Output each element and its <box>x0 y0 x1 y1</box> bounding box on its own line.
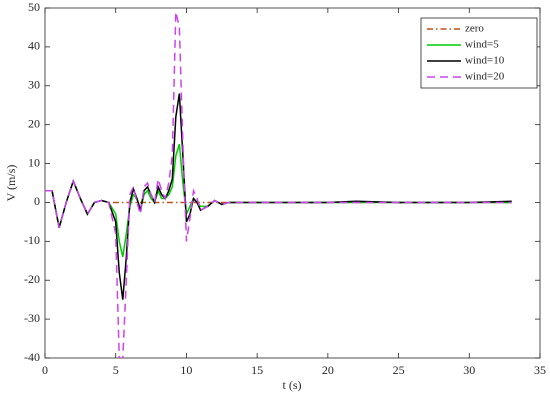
y-tick-label: 30 <box>28 78 40 92</box>
x-tick-label: 0 <box>42 363 48 377</box>
y-tick-label: 20 <box>28 116 40 130</box>
legend-label: wind=5 <box>465 39 499 51</box>
x-tick-label: 10 <box>180 363 192 377</box>
y-tick-label: 50 <box>28 0 40 14</box>
legend-label: wind=10 <box>465 55 505 67</box>
y-tick-label: 40 <box>28 39 40 53</box>
legend: zero wind=5 wind=10 wind=20 <box>420 17 538 89</box>
x-tick-label: 25 <box>393 363 405 377</box>
legend-label: wind=20 <box>465 71 505 83</box>
y-tick-label: -10 <box>24 233 40 247</box>
legend-label: zero <box>465 23 484 35</box>
y-tick-label: 10 <box>28 155 40 169</box>
y-tick-label: -40 <box>24 350 40 364</box>
x-tick-label: 35 <box>534 363 546 377</box>
lines <box>45 11 512 358</box>
x-axis-label: t (s) <box>283 378 302 392</box>
x-tick-label: 15 <box>251 363 263 377</box>
x-tick-label: 5 <box>113 363 119 377</box>
y-axis-label: V (m/s) <box>4 165 18 202</box>
y-tick-label: -20 <box>24 272 40 286</box>
y-tick-label: 0 <box>34 194 40 208</box>
x-tick-label: 30 <box>463 363 475 377</box>
x-tick-label: 20 <box>322 363 334 377</box>
y-tick-label: -30 <box>24 311 40 325</box>
series-line <box>45 11 512 358</box>
